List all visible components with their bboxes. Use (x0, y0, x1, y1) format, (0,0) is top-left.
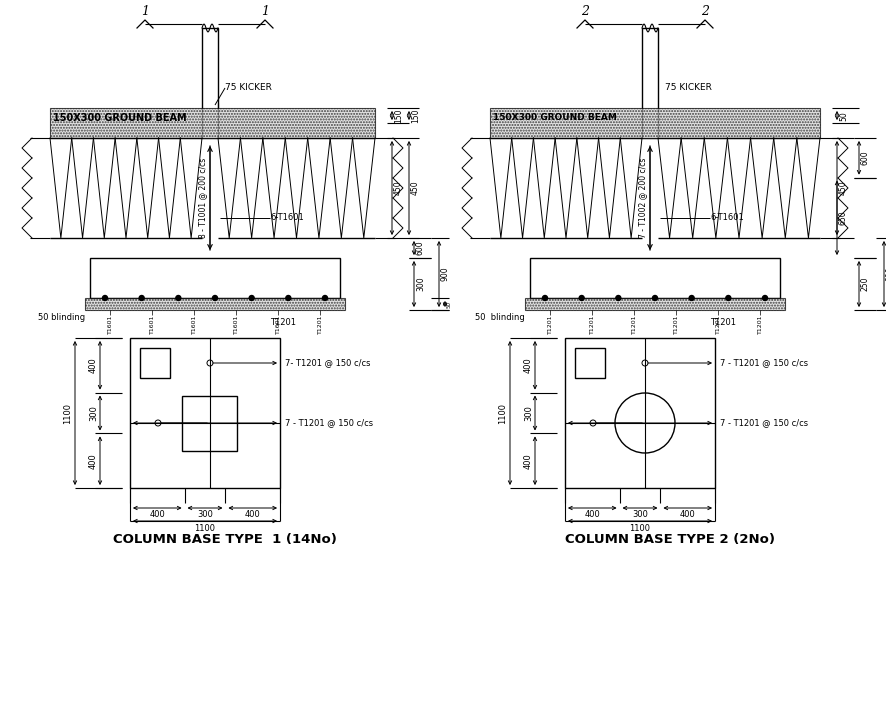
Text: 600: 600 (861, 151, 870, 165)
Bar (90, 258, 340, 298)
Text: 450: 450 (394, 181, 403, 195)
Text: 2: 2 (581, 5, 589, 18)
Text: T1201: T1201 (710, 318, 736, 327)
Text: T1601: T1601 (276, 315, 281, 334)
Text: T1201: T1201 (758, 315, 763, 334)
Text: 450: 450 (839, 181, 848, 195)
Bar (50, 108, 375, 138)
Circle shape (652, 296, 657, 301)
Text: T1201: T1201 (270, 318, 296, 327)
Circle shape (616, 296, 621, 301)
Text: 1100: 1100 (63, 403, 72, 424)
Text: 250: 250 (861, 277, 870, 291)
Circle shape (689, 296, 694, 301)
Circle shape (542, 296, 548, 301)
Circle shape (726, 296, 731, 301)
Text: 6-T1601: 6-T1601 (270, 213, 304, 223)
Bar (202, 28, 218, 138)
Circle shape (323, 296, 328, 301)
Text: 400: 400 (245, 510, 260, 519)
Text: 400: 400 (524, 357, 533, 373)
Text: 50: 50 (839, 111, 848, 121)
Text: T1601: T1601 (234, 315, 238, 334)
Text: 400: 400 (89, 357, 98, 373)
Text: 150X300 GROUND BEAM: 150X300 GROUND BEAM (53, 113, 187, 123)
Text: 300: 300 (416, 277, 425, 291)
Bar (530, 258, 780, 298)
Text: 1100: 1100 (629, 524, 650, 533)
Text: 600: 600 (416, 241, 425, 256)
Text: 50 blinding: 50 blinding (38, 313, 85, 322)
Text: 7 - T1002 @ 200 c/cs: 7 - T1002 @ 200 c/cs (639, 158, 648, 238)
Text: T1201: T1201 (716, 315, 720, 334)
Text: 7 - T1201 @ 150 c/cs: 7 - T1201 @ 150 c/cs (720, 358, 808, 368)
Text: T1601: T1601 (107, 315, 113, 334)
Text: 450: 450 (411, 181, 420, 195)
Bar (565, 338, 715, 488)
Text: 300: 300 (524, 405, 533, 421)
Circle shape (763, 296, 767, 301)
Text: 7- T1201 @ 150 c/cs: 7- T1201 @ 150 c/cs (285, 358, 370, 368)
Bar (85, 298, 345, 310)
Bar (575, 348, 605, 378)
Text: 7 - T1201 @ 150 c/cs: 7 - T1201 @ 150 c/cs (720, 419, 808, 427)
Text: 300: 300 (89, 405, 98, 421)
Bar (525, 298, 785, 310)
Bar (182, 396, 237, 451)
Text: 50  blinding: 50 blinding (475, 313, 525, 322)
Text: 2: 2 (701, 5, 709, 18)
Text: 50: 50 (447, 301, 452, 307)
Text: 8 - T1001 @ 200 c/cs: 8 - T1001 @ 200 c/cs (198, 158, 207, 238)
Text: 400: 400 (89, 453, 98, 469)
Text: 900: 900 (441, 266, 450, 281)
Text: 150X300 GROUND BEAM: 150X300 GROUND BEAM (493, 113, 617, 122)
Text: COLUMN BASE TYPE 2 (2No): COLUMN BASE TYPE 2 (2No) (565, 533, 775, 546)
Text: 1: 1 (261, 5, 269, 18)
Circle shape (579, 296, 584, 301)
Text: T1201: T1201 (673, 315, 679, 334)
Text: 400: 400 (150, 510, 165, 519)
Text: COLUMN BASE TYPE  1 (14No): COLUMN BASE TYPE 1 (14No) (113, 533, 337, 546)
Text: 1100: 1100 (195, 524, 215, 533)
Text: T1201: T1201 (632, 315, 636, 334)
Text: 1100: 1100 (498, 403, 507, 424)
Text: T1201: T1201 (317, 315, 323, 334)
Text: T1601: T1601 (191, 315, 197, 334)
Text: 150: 150 (411, 108, 420, 123)
Text: 400: 400 (680, 510, 696, 519)
Text: T1201: T1201 (548, 315, 553, 334)
Text: 400: 400 (524, 453, 533, 469)
Circle shape (213, 296, 217, 301)
Circle shape (175, 296, 181, 301)
Text: 400: 400 (585, 510, 600, 519)
Text: 75 KICKER: 75 KICKER (225, 84, 272, 92)
Text: 300: 300 (632, 510, 648, 519)
Bar (140, 348, 170, 378)
Text: 300: 300 (197, 510, 213, 519)
Bar (642, 28, 658, 138)
Text: 150: 150 (394, 108, 403, 123)
Text: 650: 650 (839, 210, 848, 225)
Circle shape (139, 296, 144, 301)
Text: 7 - T1201 @ 150 c/cs: 7 - T1201 @ 150 c/cs (285, 419, 373, 427)
Text: 6-T1601: 6-T1601 (710, 213, 743, 223)
Circle shape (249, 296, 254, 301)
Bar (130, 338, 280, 488)
Text: 75 KICKER: 75 KICKER (665, 84, 711, 92)
Text: T1201: T1201 (589, 315, 595, 334)
Text: 1: 1 (141, 5, 149, 18)
Circle shape (103, 296, 107, 301)
Text: T1601: T1601 (150, 315, 154, 334)
Bar (490, 108, 820, 138)
Circle shape (286, 296, 291, 301)
